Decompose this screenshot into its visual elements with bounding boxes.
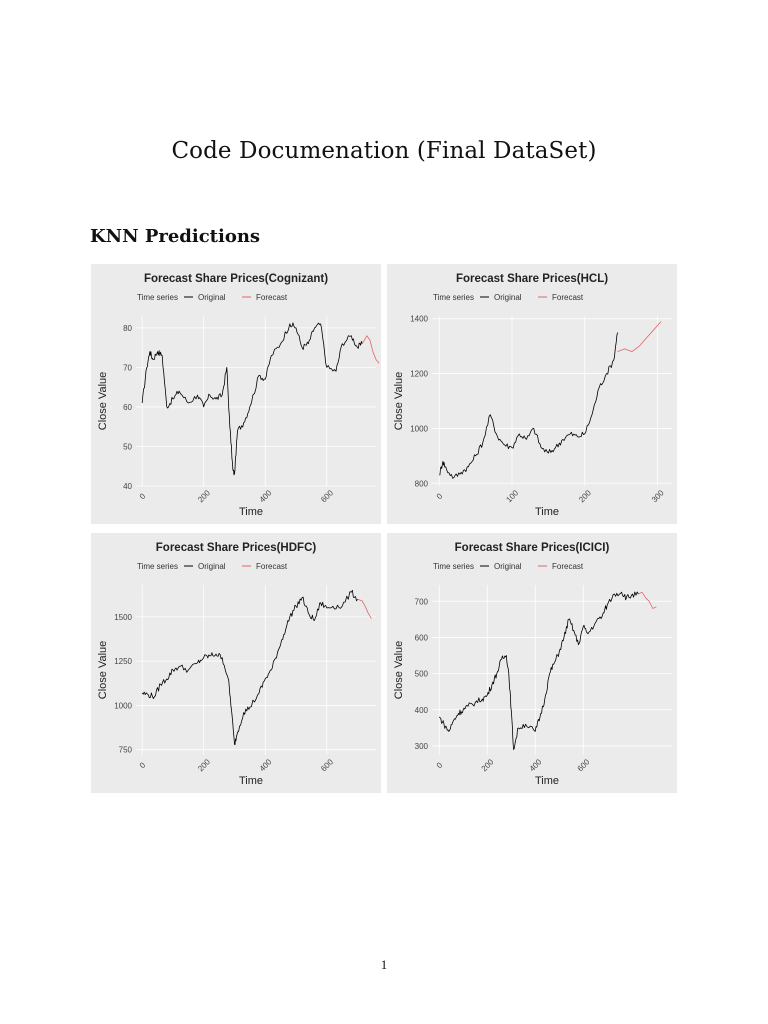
chart-grid: [136, 585, 376, 755]
chart-grid: [136, 316, 376, 487]
x-tick-label: 200: [196, 757, 212, 773]
series-line-original: [439, 332, 618, 479]
x-tick-label: 100: [504, 488, 520, 504]
y-axis-label: Close Value: [393, 641, 405, 700]
y-tick-label: 600: [415, 633, 429, 642]
section-heading: KNN Predictions: [90, 226, 261, 247]
legend-label-original: Original: [494, 293, 522, 302]
chart-title: Forecast Share Prices(ICICI): [455, 542, 610, 554]
x-tick-label: 0: [138, 491, 148, 501]
y-tick-label: 40: [123, 482, 132, 491]
chart-svg: Forecast Share Prices(HCL) Time series Ori…: [393, 273, 672, 518]
y-tick-label: 50: [123, 442, 132, 451]
x-tick-label: 400: [258, 488, 274, 504]
series-line-forecast: [638, 591, 657, 609]
chart-legend: Time series Original Forecast: [137, 562, 288, 571]
legend-label-forecast: Forecast: [256, 293, 288, 302]
series-line-original: [141, 322, 363, 476]
chart-legend: Time series Original Forecast: [433, 293, 584, 302]
x-tick-label: 400: [258, 757, 274, 773]
y-axis-label: Close Value: [97, 372, 109, 431]
y-tick-label: 400: [415, 706, 429, 715]
x-tick-label: 200: [577, 488, 593, 504]
chart-svg: Forecast Share Prices(HDFC) Time series Or…: [97, 542, 376, 787]
chart-panel-cognizant: Forecast Share Prices(Cognizant) Time ser…: [91, 264, 381, 524]
x-tick-label: 300: [650, 488, 666, 504]
legend-title: Time series: [137, 293, 178, 302]
y-tick-label: 1400: [410, 315, 428, 324]
y-tick-label: 1000: [114, 701, 132, 710]
y-axis-label: Close Value: [393, 372, 405, 431]
x-axis-label: Time: [535, 775, 559, 787]
y-tick-label: 500: [415, 670, 429, 679]
x-tick-label: 0: [435, 491, 445, 501]
y-tick-label: 80: [123, 324, 132, 333]
series-line-forecast: [617, 321, 662, 352]
y-tick-label: 800: [415, 479, 429, 488]
x-tick-label: 600: [576, 757, 592, 773]
y-tick-label: 70: [123, 363, 132, 372]
x-tick-label: 400: [528, 757, 544, 773]
legend-label-forecast: Forecast: [256, 562, 288, 571]
x-axis-label: Time: [535, 506, 559, 518]
chart-svg: Forecast Share Prices(ICICI) Time series O…: [393, 542, 672, 787]
legend-title: Time series: [137, 562, 178, 571]
chart-panel-hdfc: Forecast Share Prices(HDFC) Time series Or…: [91, 533, 381, 793]
series-line-original: [141, 589, 358, 746]
chart-title: Forecast Share Prices(HDFC): [156, 542, 317, 554]
legend-label-original: Original: [494, 562, 522, 571]
x-axis-label: Time: [239, 775, 263, 787]
chart-panel-hcl: Forecast Share Prices(HCL) Time series Ori…: [387, 264, 677, 524]
x-tick-label: 0: [138, 760, 148, 770]
chart-grid: [432, 316, 672, 486]
y-tick-label: 700: [415, 597, 429, 606]
page-title: Code Documenation (Final DataSet): [171, 138, 597, 164]
x-tick-label: 600: [319, 488, 335, 504]
chart-svg: Forecast Share Prices(Cognizant) Time ser…: [97, 273, 380, 518]
page-number: 1: [380, 957, 388, 972]
series-line-original: [438, 591, 639, 750]
x-tick-label: 600: [319, 757, 335, 773]
y-tick-label: 1500: [114, 613, 132, 622]
y-axis-label: Close Value: [97, 641, 109, 700]
chart-legend: Time series Original Forecast: [137, 293, 288, 302]
legend-label-original: Original: [198, 562, 226, 571]
series-line-forecast: [361, 335, 380, 364]
y-tick-label: 1250: [114, 657, 132, 666]
x-tick-label: 200: [480, 757, 496, 773]
chart-title: Forecast Share Prices(Cognizant): [144, 273, 328, 285]
y-tick-label: 1000: [410, 424, 428, 433]
x-axis-label: Time: [239, 506, 263, 518]
chart-title: Forecast Share Prices(HCL): [456, 273, 608, 285]
y-tick-label: 750: [119, 746, 133, 755]
chart-legend: Time series Original Forecast: [433, 562, 584, 571]
legend-title: Time series: [433, 293, 474, 302]
y-tick-label: 300: [415, 742, 429, 751]
chart-panel-icici: Forecast Share Prices(ICICI) Time series O…: [387, 533, 677, 793]
legend-label-forecast: Forecast: [552, 293, 584, 302]
chart-grid: [432, 585, 672, 755]
series-line-forecast: [357, 598, 372, 619]
x-tick-label: 0: [435, 760, 445, 770]
x-tick-label: 200: [196, 488, 212, 504]
y-tick-label: 1200: [410, 370, 428, 379]
legend-label-forecast: Forecast: [552, 562, 584, 571]
legend-label-original: Original: [198, 293, 226, 302]
y-tick-label: 60: [123, 403, 132, 412]
legend-title: Time series: [433, 562, 474, 571]
